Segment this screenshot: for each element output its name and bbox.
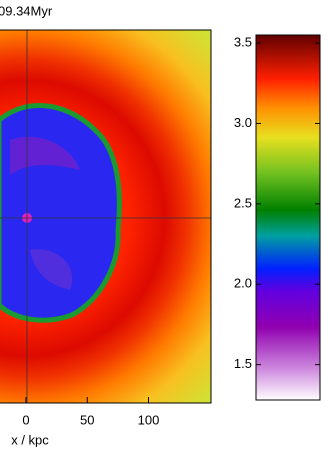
colorbar-tick-label: 2.5 (234, 195, 252, 210)
x-tick-label: 50 (80, 412, 94, 427)
colorbar (255, 34, 321, 401)
blob-detail (10, 136, 80, 175)
x-tick-label: 100 (138, 412, 160, 427)
plot-frame (0, 29, 212, 404)
colorbar-tick-label: 1.5 (234, 356, 252, 371)
gas-blob (0, 103, 122, 323)
blob-detail (30, 249, 73, 290)
x-tick-label: 0 (22, 412, 29, 427)
colorbar-tick-label: 2.0 (234, 276, 252, 291)
colorbar-tick-label: 3.0 (234, 115, 252, 130)
colorbar-tick-label: 3.5 (234, 34, 252, 49)
x-axis-label: x / kpc (11, 432, 49, 447)
chart-title: 09.34Myr (0, 3, 53, 18)
